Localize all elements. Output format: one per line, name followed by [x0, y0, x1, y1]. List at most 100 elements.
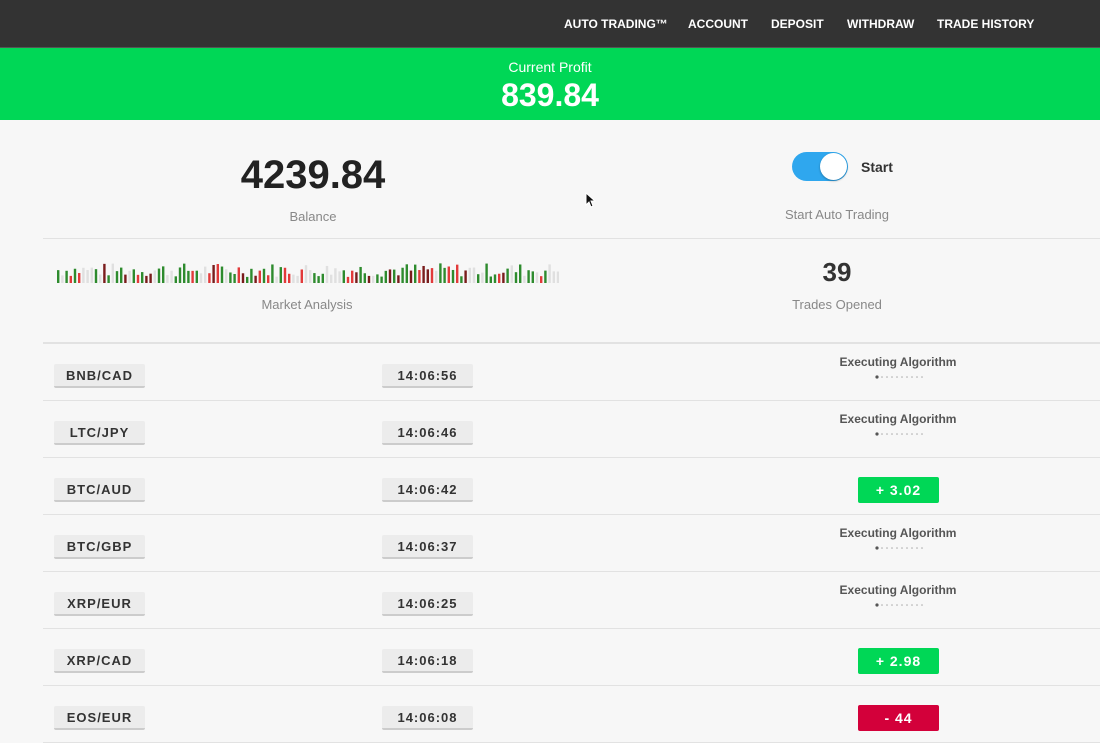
market-bar — [69, 275, 72, 283]
market-bar — [271, 264, 274, 283]
market-bar — [359, 266, 362, 283]
toggle-label: Start — [861, 159, 893, 175]
market-bar — [304, 265, 308, 283]
market-bar — [380, 276, 383, 283]
market-analysis-chart — [57, 263, 559, 283]
nav-account[interactable]: ACCOUNT — [688, 17, 748, 31]
market-bar — [464, 270, 467, 283]
divider — [43, 457, 1100, 458]
auto-trading-caption: Start Auto Trading — [784, 207, 890, 222]
market-bar — [94, 269, 98, 283]
market-bar — [204, 266, 207, 283]
market-bar — [519, 264, 522, 283]
market-bar — [216, 264, 219, 283]
market-bar — [342, 270, 345, 283]
market-bar — [187, 270, 190, 283]
trades-opened-label: Trades Opened — [792, 297, 882, 312]
market-bar — [174, 276, 177, 283]
market-bar — [544, 270, 547, 283]
market-bar — [86, 270, 89, 283]
market-bar — [283, 267, 287, 283]
market-bar — [296, 275, 299, 283]
market-bar — [426, 269, 429, 283]
market-bar — [237, 267, 240, 283]
market-bar — [178, 267, 182, 283]
market-bar — [220, 266, 224, 283]
pair-badge: BTC/GBP — [54, 535, 145, 559]
market-bar — [355, 272, 358, 283]
market-bar — [414, 264, 417, 283]
pair-badge: BNB/CAD — [54, 364, 145, 388]
pair-badge: BTC/AUD — [54, 478, 145, 502]
divider — [43, 628, 1100, 629]
progress-dots-icon — [875, 603, 923, 607]
market-bar — [128, 270, 131, 283]
market-bar — [523, 275, 526, 283]
nav-withdraw[interactable]: WITHDRAW — [847, 17, 915, 31]
time-badge: 14:06:18 — [382, 649, 473, 673]
market-bar — [195, 270, 198, 283]
nav-auto-trading[interactable]: AUTO TRADING™ — [564, 17, 668, 31]
market-bar — [372, 275, 375, 283]
market-bar — [124, 274, 127, 283]
market-bar — [367, 275, 371, 283]
nav-trade-history[interactable]: TRADE HISTORY — [937, 17, 1035, 31]
market-bar — [548, 264, 551, 283]
status-text: Executing Algorithm — [839, 526, 957, 540]
market-bar — [65, 270, 68, 283]
market-bar — [279, 267, 282, 283]
profit-banner: Current Profit 839.84 — [0, 48, 1100, 120]
market-bar — [460, 276, 463, 283]
market-bar — [115, 271, 119, 283]
divider — [43, 238, 1100, 239]
market-bar — [166, 275, 169, 283]
profit-result: + 3.02 — [858, 477, 939, 503]
market-bar — [422, 265, 425, 283]
market-bar — [472, 267, 476, 283]
market-bar — [170, 270, 173, 283]
market-bar — [262, 268, 266, 283]
market-bar — [527, 270, 530, 283]
market-bar — [233, 273, 236, 283]
nav-deposit[interactable]: DEPOSIT — [771, 17, 824, 31]
market-bar — [384, 270, 387, 283]
top-nav: AUTO TRADING™ ACCOUNT DEPOSIT WITHDRAW T… — [0, 0, 1100, 48]
market-bar — [334, 268, 337, 283]
market-bar — [393, 269, 396, 283]
mouse-cursor-icon — [585, 192, 597, 208]
market-bar — [153, 270, 156, 283]
market-bar — [468, 267, 471, 283]
market-bar — [338, 271, 341, 283]
market-bar — [246, 276, 249, 283]
market-bar — [288, 273, 291, 283]
auto-trading-toggle[interactable] — [792, 152, 848, 181]
market-bar — [481, 272, 484, 283]
market-bar — [330, 274, 333, 283]
status-text: Executing Algorithm — [839, 355, 957, 369]
market-bar — [401, 267, 404, 283]
market-bar — [208, 273, 211, 283]
market-bar — [351, 270, 354, 283]
market-bar — [439, 263, 442, 283]
market-bar — [132, 269, 135, 283]
time-badge: 14:06:37 — [382, 535, 473, 559]
market-bar — [241, 273, 245, 283]
market-bar — [309, 270, 312, 283]
divider — [43, 400, 1100, 401]
market-bar — [506, 268, 509, 283]
market-bar — [136, 274, 140, 283]
market-bar — [254, 275, 257, 283]
time-badge: 14:06:42 — [382, 478, 473, 502]
market-bar — [107, 275, 110, 283]
market-bar — [275, 276, 278, 283]
market-bar — [477, 274, 480, 283]
market-bar — [556, 271, 559, 283]
time-badge: 14:06:08 — [382, 706, 473, 730]
market-bar — [388, 269, 392, 283]
market-bar — [409, 270, 413, 283]
market-bar — [103, 263, 106, 283]
profit-result: + 2.98 — [858, 648, 939, 674]
market-bar — [540, 276, 543, 283]
progress-dots-icon — [875, 432, 923, 436]
market-bar — [443, 267, 446, 283]
